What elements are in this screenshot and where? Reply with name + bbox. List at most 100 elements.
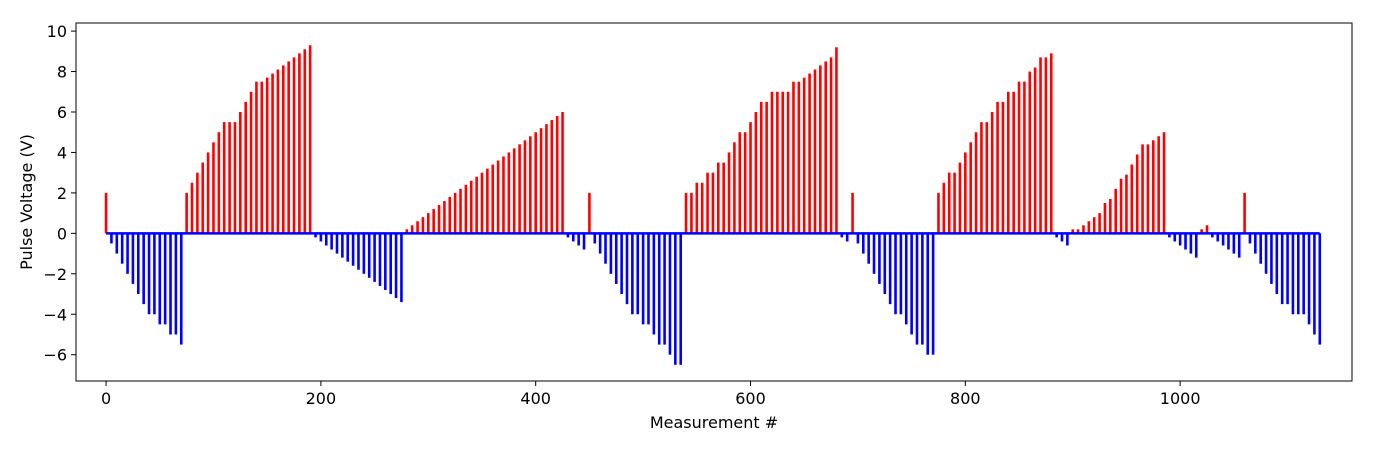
negative-bar — [367, 233, 371, 278]
x-tick-label: 400 — [520, 389, 551, 408]
positive-bar — [813, 69, 817, 234]
negative-bar — [620, 233, 623, 295]
positive-bar — [308, 45, 312, 234]
negative-bar — [1066, 233, 1069, 246]
negative-bar — [1221, 233, 1225, 246]
positive-bar — [964, 152, 967, 234]
positive-bar — [228, 122, 231, 234]
positive-bar — [695, 182, 699, 234]
negative-bar — [899, 233, 903, 315]
negative-bar — [641, 233, 645, 325]
positive-bar — [1039, 57, 1042, 234]
positive-bar — [802, 77, 806, 234]
bars-layer — [104, 45, 1322, 365]
negative-bar — [1184, 233, 1187, 250]
negative-bar — [153, 233, 156, 315]
positive-bar — [759, 101, 763, 234]
x-tick-label: 800 — [950, 389, 981, 408]
x-tick-label: 600 — [735, 389, 766, 408]
negative-bar — [1227, 233, 1230, 250]
positive-bar — [453, 192, 457, 234]
positive-bar — [265, 77, 269, 234]
negative-bar — [1173, 233, 1177, 242]
positive-bar — [781, 91, 785, 234]
positive-bar — [980, 122, 983, 234]
negative-bar — [179, 233, 183, 345]
positive-bar — [1076, 229, 1080, 234]
positive-bar — [824, 61, 827, 234]
y-axis-label: Pulse Voltage (V) — [17, 134, 36, 270]
positive-bar — [432, 209, 435, 234]
positive-bar — [523, 140, 527, 234]
negative-bar — [1248, 233, 1252, 244]
positive-bar — [534, 132, 537, 234]
negative-bar — [647, 233, 650, 325]
negative-bar — [1232, 233, 1236, 254]
negative-bar — [1302, 233, 1305, 315]
negative-bar — [636, 233, 640, 315]
negative-bar — [1259, 233, 1262, 264]
positive-bar — [700, 182, 704, 234]
negative-bar — [335, 233, 339, 254]
positive-bar — [464, 184, 468, 234]
positive-bar — [104, 192, 108, 234]
positive-bar — [765, 101, 768, 234]
positive-bar — [502, 156, 505, 234]
positive-bar — [1125, 174, 1128, 234]
negative-bar — [1189, 233, 1193, 254]
positive-bar — [1071, 229, 1075, 234]
negative-bar — [845, 233, 849, 242]
positive-bar — [233, 122, 237, 234]
positive-bar — [190, 182, 194, 234]
negative-bar — [1286, 233, 1289, 305]
positive-bar — [545, 124, 548, 234]
negative-bar — [582, 233, 586, 250]
positive-bar — [222, 122, 226, 234]
positive-bar — [722, 162, 725, 234]
positive-bar — [443, 200, 446, 234]
positive-bar — [1119, 178, 1123, 234]
positive-bar — [1033, 67, 1037, 234]
positive-bar — [555, 116, 559, 234]
negative-bar — [1307, 233, 1311, 325]
y-tick-label: 6 — [57, 103, 67, 122]
negative-bar — [142, 233, 145, 305]
positive-bar — [287, 61, 290, 234]
positive-bar — [733, 142, 736, 234]
negative-bar — [856, 233, 860, 244]
positive-bar — [1098, 213, 1101, 234]
positive-bar — [770, 91, 774, 234]
negative-bar — [1237, 233, 1241, 258]
negative-bar — [115, 233, 119, 254]
positive-bar — [239, 111, 242, 234]
negative-bar — [614, 233, 618, 284]
negative-bar — [378, 233, 382, 286]
positive-bar — [990, 111, 994, 234]
negative-bar — [1194, 233, 1198, 258]
positive-bar — [1103, 203, 1107, 234]
negative-bar — [330, 233, 333, 250]
positive-bar — [749, 122, 752, 234]
positive-bar — [437, 205, 441, 234]
positive-bar — [185, 192, 188, 234]
negative-bar — [1313, 233, 1316, 335]
negative-bar — [904, 233, 908, 325]
positive-bar — [808, 73, 811, 234]
negative-bar — [921, 233, 924, 345]
positive-bar — [786, 91, 790, 234]
positive-bar — [507, 152, 511, 234]
negative-bar — [389, 233, 392, 295]
negative-bar — [120, 233, 124, 264]
plot-frame — [75, 22, 1353, 382]
positive-bar — [276, 69, 280, 234]
positive-bar — [427, 213, 430, 234]
negative-bar — [598, 233, 602, 254]
positive-bar — [776, 91, 779, 234]
positive-bar — [249, 91, 253, 234]
negative-bar — [319, 233, 323, 242]
positive-bar — [512, 148, 516, 234]
positive-bar — [496, 160, 500, 234]
negative-bar — [872, 233, 876, 274]
